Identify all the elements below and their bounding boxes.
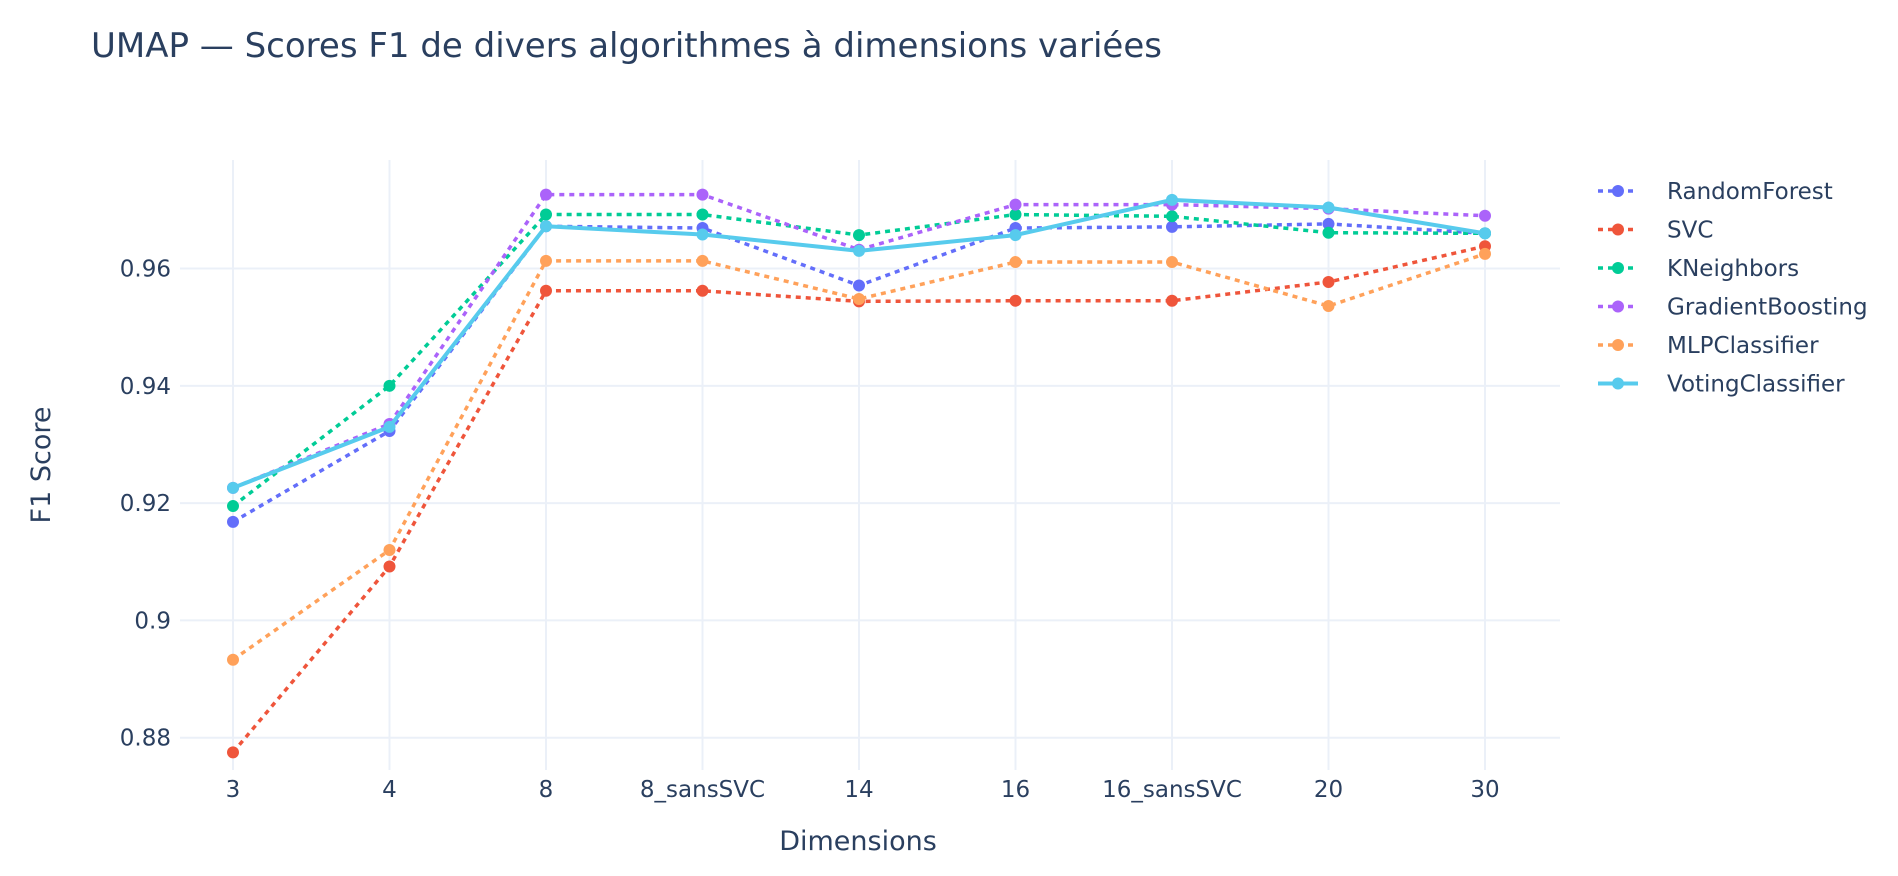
data-point[interactable]: [227, 653, 239, 666]
data-point[interactable]: [1322, 201, 1335, 214]
x-axis-title: Dimensions: [779, 826, 937, 857]
legend-item[interactable]: VotingClassifier: [1598, 372, 1845, 398]
data-point[interactable]: [540, 188, 552, 201]
data-point[interactable]: [1009, 208, 1022, 221]
data-point[interactable]: [540, 254, 552, 267]
data-point[interactable]: [696, 208, 709, 221]
legend-item[interactable]: GradientBoosting: [1598, 295, 1868, 321]
data-point[interactable]: [383, 420, 396, 433]
legend-label: SVC: [1667, 218, 1713, 244]
data-point[interactable]: [227, 746, 239, 759]
series-layer: [227, 188, 1491, 759]
data-point[interactable]: [1009, 229, 1022, 242]
legend-swatch-marker: [1612, 377, 1624, 390]
legend[interactable]: RandomForest SVC KNeighbors GradientBoostin…: [1598, 179, 1868, 398]
data-point[interactable]: [853, 244, 865, 257]
legend-label: KNeighbors: [1667, 256, 1799, 282]
legend-item[interactable]: RandomForest: [1598, 179, 1833, 205]
y-tick-label: 0.9: [134, 608, 171, 634]
series-line: [232, 192, 1486, 490]
data-point[interactable]: [696, 254, 709, 267]
legend-label: VotingClassifier: [1667, 372, 1845, 398]
legend-swatch-marker: [1612, 262, 1624, 274]
series-MLPClassifier: [227, 247, 1491, 666]
data-point[interactable]: [696, 188, 709, 201]
data-point[interactable]: [1166, 256, 1178, 269]
data-point[interactable]: [1479, 247, 1491, 260]
series-VotingClassifier: [227, 193, 1491, 494]
data-point[interactable]: [853, 293, 865, 306]
legend-item[interactable]: KNeighbors: [1598, 256, 1799, 282]
data-point[interactable]: [696, 284, 709, 297]
data-point[interactable]: [1479, 209, 1491, 222]
x-tick-labels: 3 4 8 8_sansSVC 14 16 16_sansSVC 20 30: [226, 777, 1500, 803]
x-tick-label: 20: [1314, 777, 1343, 803]
data-point[interactable]: [540, 284, 552, 297]
data-point[interactable]: [1166, 220, 1178, 233]
data-point[interactable]: [540, 208, 552, 221]
data-point[interactable]: [853, 229, 865, 242]
data-point[interactable]: [1322, 226, 1335, 239]
data-point[interactable]: [696, 228, 709, 241]
y-tick-label: 0.88: [120, 726, 171, 752]
y-tick-label: 0.92: [120, 491, 171, 517]
x-tick-label: 30: [1470, 777, 1499, 803]
x-tick-label: 16_sansSVC: [1102, 777, 1242, 803]
y-tick-labels: 0.88 0.9 0.92 0.94 0.96: [120, 257, 171, 752]
data-point[interactable]: [1322, 276, 1335, 288]
series-line: [231, 252, 1486, 662]
data-point[interactable]: [227, 481, 239, 494]
x-tick-label: 3: [226, 777, 241, 803]
x-tick-label: 14: [844, 777, 873, 803]
x-tick-label: 8_sansSVC: [640, 777, 765, 803]
data-point[interactable]: [1009, 256, 1022, 269]
y-axis-title: F1 Score: [26, 407, 57, 524]
x-tick-label: 8: [539, 777, 554, 803]
data-point[interactable]: [1166, 193, 1178, 206]
legend-item[interactable]: SVC: [1598, 218, 1713, 244]
data-point[interactable]: [1166, 210, 1178, 223]
data-point[interactable]: [383, 379, 396, 392]
y-tick-label: 0.94: [120, 374, 171, 400]
data-point[interactable]: [227, 515, 239, 528]
data-point[interactable]: [383, 544, 396, 557]
chart-title: UMAP — Scores F1 de divers algorithmes à…: [91, 26, 1162, 66]
legend-swatch-marker: [1612, 223, 1624, 236]
data-point[interactable]: [853, 279, 865, 292]
legend-swatch-marker: [1612, 300, 1624, 313]
data-point[interactable]: [540, 220, 552, 233]
data-point[interactable]: [1166, 294, 1178, 307]
x-tick-label: 4: [382, 777, 397, 803]
legend-swatch-marker: [1612, 185, 1624, 197]
data-point[interactable]: [1322, 300, 1335, 313]
legend-label: MLPClassifier: [1667, 333, 1819, 359]
y-tick-label: 0.96: [120, 257, 171, 283]
legend-swatch-marker: [1612, 339, 1624, 351]
legend-label: GradientBoosting: [1667, 295, 1868, 321]
data-point[interactable]: [383, 560, 396, 573]
data-point[interactable]: [1479, 227, 1491, 240]
x-tick-label: 16: [1001, 777, 1030, 803]
legend-label: RandomForest: [1667, 179, 1833, 205]
legend-item[interactable]: MLPClassifier: [1598, 333, 1819, 359]
data-point[interactable]: [1009, 294, 1022, 307]
series-KNeighbors: [227, 208, 1491, 513]
data-point[interactable]: [227, 500, 239, 513]
data-point[interactable]: [1322, 217, 1335, 230]
data-point[interactable]: [1009, 198, 1022, 211]
